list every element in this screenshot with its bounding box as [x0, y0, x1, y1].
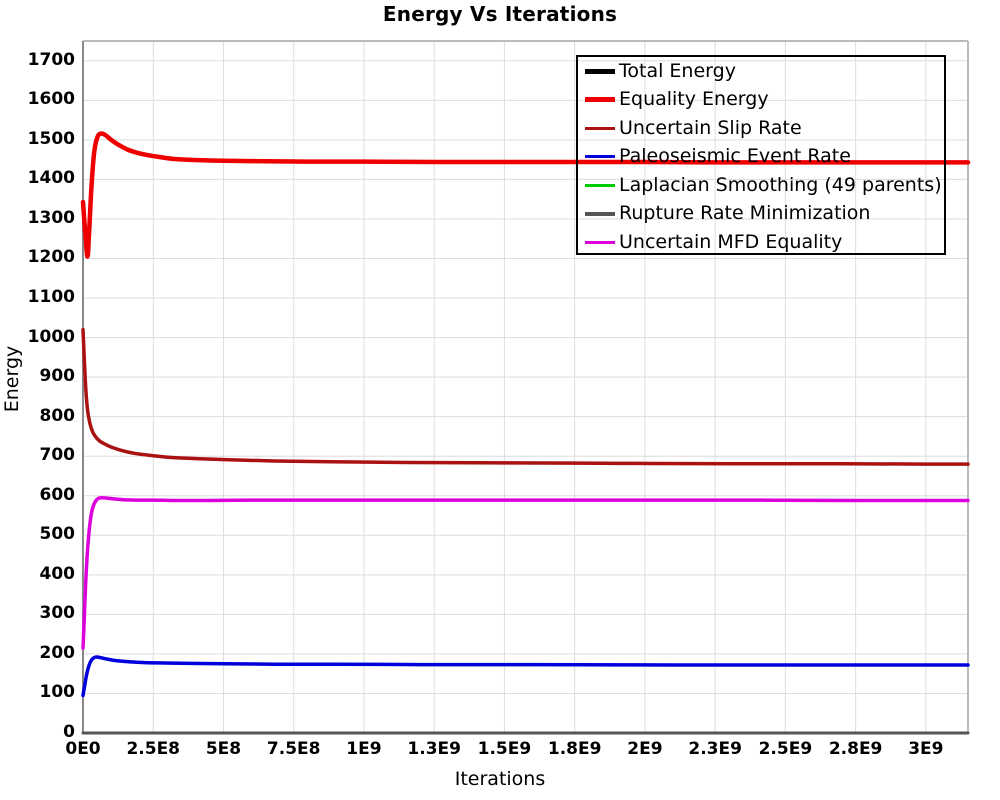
legend-item[interactable]: Rupture Rate Minimization — [578, 200, 944, 229]
x-tick-label: 1.3E9 — [407, 739, 461, 759]
legend-color-swatch-icon — [585, 68, 615, 74]
y-tick-label: 1300 — [27, 207, 75, 228]
x-tick-label: 1E9 — [346, 739, 382, 759]
legend-color-swatch-icon — [585, 183, 615, 187]
y-tick-label: 1200 — [27, 247, 75, 268]
series-line — [81, 655, 970, 698]
x-tick-label: 2.5E8 — [126, 739, 181, 759]
legend-color-swatch-icon — [585, 211, 615, 216]
legend-item[interactable]: Equality Energy — [578, 86, 944, 115]
grid-lines — [83, 41, 968, 733]
x-tick-label: 1.5E9 — [477, 739, 532, 759]
legend-item-label: Uncertain Slip Rate — [619, 116, 802, 139]
y-tick-label: 1600 — [27, 89, 75, 110]
legend-item[interactable]: Total Energy — [578, 57, 944, 86]
legend-color-swatch-icon — [585, 240, 615, 244]
y-tick-label: 1700 — [27, 49, 75, 70]
x-tick-label: 2.8E9 — [828, 739, 883, 759]
x-tick-label: 5E8 — [205, 739, 242, 759]
x-tick-label: 2E9 — [627, 739, 663, 759]
chart-legend: Total Energy Equality Energy Uncertain Sli… — [576, 55, 946, 255]
x-tick-label: 7.5E8 — [266, 739, 321, 759]
y-tick-label: 900 — [39, 366, 76, 387]
legend-item[interactable]: Uncertain Slip Rate — [578, 114, 944, 143]
y-tick-label: 100 — [39, 682, 76, 703]
x-axis-label: Iterations — [454, 768, 546, 790]
legend-item-label: Paleoseismic Event Rate — [619, 145, 851, 168]
y-tick-label: 1400 — [27, 168, 75, 189]
legend-item[interactable]: Paleoseismic Event Rate — [578, 143, 944, 172]
y-tick-label: 0 — [63, 722, 75, 742]
legend-item-label: Total Energy — [619, 59, 736, 82]
legend-item-label: Equality Energy — [619, 88, 769, 111]
y-tick-label: 500 — [39, 524, 76, 545]
x-tick-label: 2.5E9 — [758, 739, 813, 759]
y-tick-label: 1000 — [27, 326, 75, 347]
legend-color-swatch-icon — [585, 155, 615, 159]
y-tick-label: 200 — [39, 642, 76, 663]
legend-item-label: Uncertain MFD Equality — [619, 230, 843, 253]
x-tick-label: 2.3E9 — [688, 739, 742, 759]
x-tick-label: 1.8E9 — [547, 739, 602, 759]
y-tick-label: 300 — [39, 603, 76, 624]
series-line — [80, 131, 971, 259]
x-tick-label: 0E0 — [65, 739, 101, 759]
legend-item-label: Rupture Rate Minimization — [619, 202, 871, 225]
legend-item-label: Laplacian Smoothing (49 parents) — [619, 173, 942, 196]
chart-title: Energy Vs Iterations — [382, 2, 618, 26]
y-tick-label: 600 — [39, 484, 76, 505]
y-tick-label: 1500 — [27, 128, 75, 149]
data-series-group — [80, 131, 971, 735]
legend-color-swatch-icon — [585, 126, 615, 130]
x-tick-label: 3E9 — [908, 739, 944, 759]
y-tick-label: 400 — [39, 563, 76, 584]
series-line — [81, 327, 970, 466]
y-tick-label: 800 — [39, 405, 76, 426]
series-line — [81, 495, 970, 650]
y-tick-label: 1100 — [27, 287, 75, 308]
legend-item[interactable]: Laplacian Smoothing (49 parents) — [578, 171, 944, 200]
legend-item[interactable]: Uncertain MFD Equality — [578, 228, 944, 257]
legend-color-swatch-icon — [585, 97, 615, 103]
y-tick-label: 700 — [39, 445, 76, 466]
